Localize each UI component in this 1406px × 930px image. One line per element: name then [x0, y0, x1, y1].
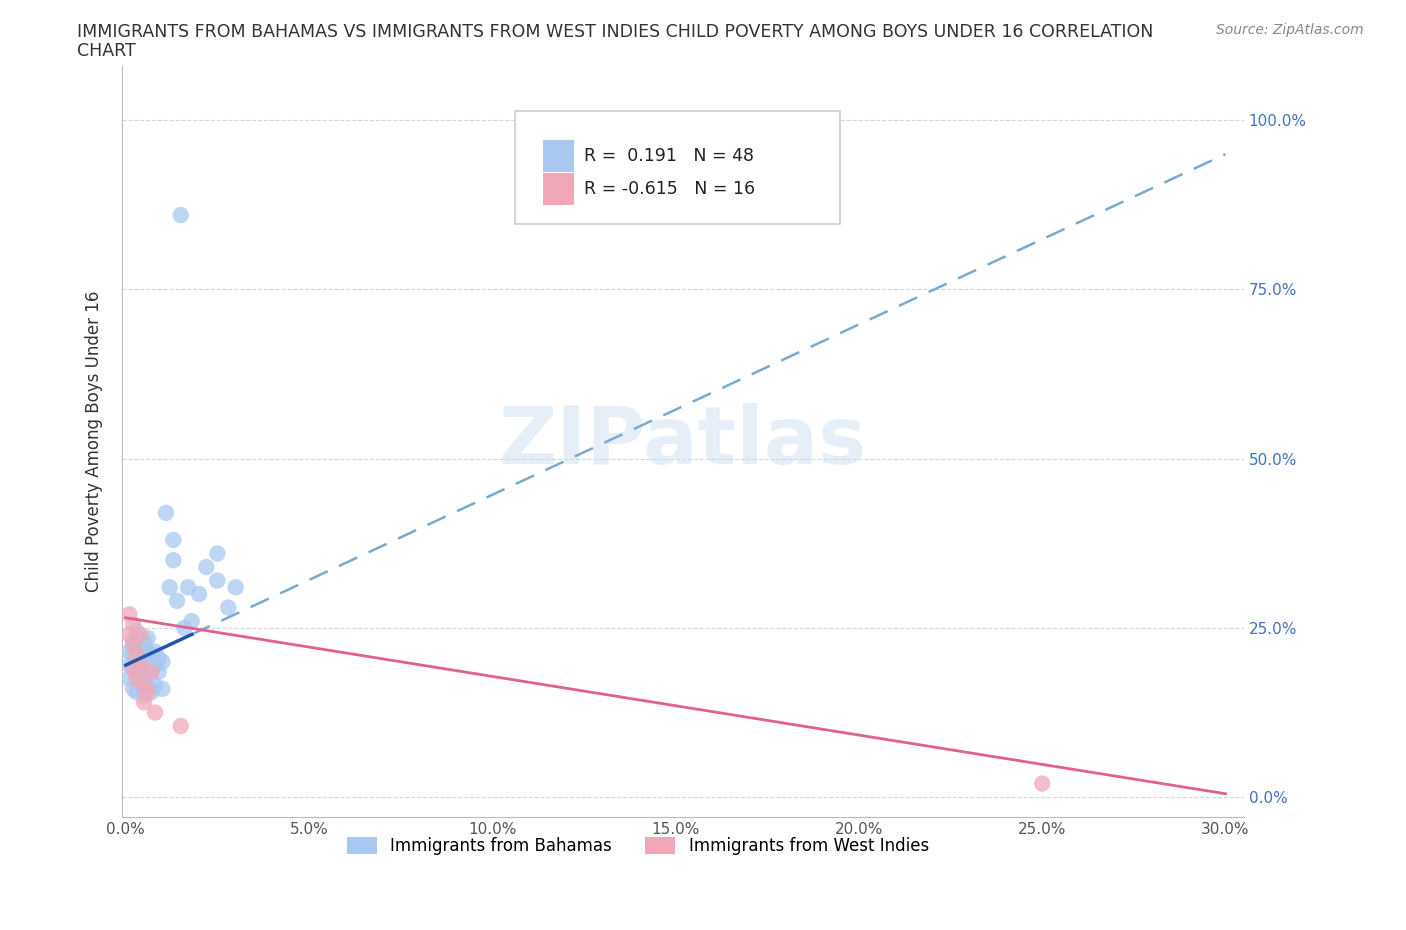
Point: [217, 600, 239, 615]
Point: [129, 658, 152, 672]
Text: R =  0.191   N = 48: R = 0.191 N = 48: [585, 147, 754, 165]
Point: [136, 678, 159, 693]
Text: ZIPatlas: ZIPatlas: [499, 403, 868, 481]
Point: [225, 579, 247, 594]
Point: [125, 647, 148, 662]
Point: [150, 682, 173, 697]
Point: [129, 658, 152, 672]
Legend: Immigrants from Bahamas, Immigrants from West Indies: Immigrants from Bahamas, Immigrants from…: [340, 830, 936, 862]
Point: [132, 671, 155, 686]
Point: [125, 624, 148, 639]
Point: [136, 631, 159, 645]
Point: [207, 546, 229, 561]
FancyBboxPatch shape: [515, 112, 839, 224]
Point: [125, 651, 148, 666]
Point: [125, 671, 148, 686]
Point: [143, 705, 166, 720]
Point: [118, 607, 141, 622]
Point: [125, 684, 148, 699]
Point: [118, 644, 141, 659]
Point: [150, 655, 173, 670]
Point: [143, 678, 166, 693]
Point: [162, 552, 184, 567]
Point: [1031, 777, 1053, 791]
Point: [118, 627, 141, 642]
Point: [159, 579, 181, 594]
Point: [188, 587, 211, 602]
Point: [118, 658, 141, 672]
Point: [136, 661, 159, 676]
Point: [132, 655, 155, 670]
Point: [141, 664, 163, 679]
Text: Source: ZipAtlas.com: Source: ZipAtlas.com: [1216, 23, 1364, 37]
Point: [122, 682, 145, 697]
Point: [122, 618, 145, 632]
Point: [141, 684, 163, 699]
Point: [141, 664, 163, 679]
Point: [122, 634, 145, 649]
Point: [177, 579, 200, 594]
Point: [162, 533, 184, 548]
Point: [170, 207, 193, 222]
Point: [132, 678, 155, 693]
Point: [132, 688, 155, 703]
Point: [125, 668, 148, 683]
Point: [143, 644, 166, 659]
Point: [125, 637, 148, 652]
FancyBboxPatch shape: [543, 173, 574, 205]
Point: [122, 637, 145, 652]
Point: [129, 641, 152, 656]
Point: [148, 651, 170, 666]
Point: [132, 634, 155, 649]
Point: [143, 658, 166, 672]
FancyBboxPatch shape: [543, 140, 574, 172]
Point: [141, 647, 163, 662]
Y-axis label: Child Poverty Among Boys Under 16: Child Poverty Among Boys Under 16: [86, 291, 103, 592]
Point: [136, 644, 159, 659]
Point: [122, 661, 145, 676]
Point: [136, 684, 159, 699]
Point: [173, 620, 195, 635]
Text: R = -0.615   N = 16: R = -0.615 N = 16: [585, 180, 755, 198]
Point: [129, 627, 152, 642]
Text: CHART: CHART: [77, 42, 136, 60]
Point: [122, 647, 145, 662]
Point: [207, 573, 229, 588]
Point: [132, 695, 155, 710]
Point: [155, 505, 177, 520]
Point: [148, 664, 170, 679]
Point: [170, 719, 193, 734]
Point: [166, 593, 188, 608]
Point: [118, 671, 141, 686]
Point: [129, 674, 152, 689]
Point: [195, 560, 218, 575]
Text: IMMIGRANTS FROM BAHAMAS VS IMMIGRANTS FROM WEST INDIES CHILD POVERTY AMONG BOYS : IMMIGRANTS FROM BAHAMAS VS IMMIGRANTS FR…: [77, 23, 1154, 41]
Point: [180, 614, 202, 629]
Point: [122, 661, 145, 676]
